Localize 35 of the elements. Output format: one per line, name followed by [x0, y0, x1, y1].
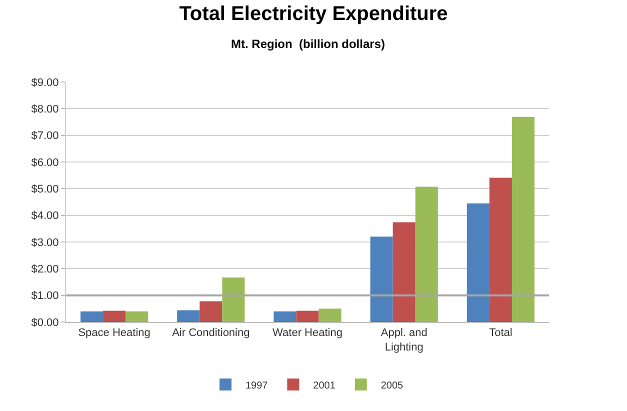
bar	[222, 277, 245, 322]
legend-label: 2005	[380, 380, 404, 392]
bar	[296, 310, 319, 322]
bar	[489, 178, 512, 322]
bar	[200, 301, 222, 322]
legend-label: 2001	[313, 380, 336, 392]
bar	[392, 222, 416, 322]
bar	[126, 311, 148, 322]
chart-subtitle: Mt. Region (billion dollars)	[231, 37, 385, 51]
y-tick-label: $5.00	[31, 184, 59, 196]
bar	[318, 308, 342, 322]
bar	[370, 236, 393, 322]
bar	[415, 186, 438, 322]
y-tick-label: $7.00	[31, 130, 59, 142]
bar	[103, 310, 126, 322]
y-tick-label: $1.00	[31, 290, 59, 302]
y-tick-label: $0.00	[31, 316, 59, 329]
bar	[466, 203, 490, 322]
y-tick-label: $9.00	[31, 76, 59, 89]
bar	[80, 311, 104, 322]
y-tick-label: $2.00	[31, 264, 59, 276]
x-tick-label: Appl. and Lighting	[380, 327, 428, 354]
y-tick-label: $4.00	[31, 210, 59, 222]
y-tick-label: $3.00	[31, 236, 59, 249]
bar	[274, 311, 296, 322]
x-tick-label: Space Heating	[78, 327, 150, 340]
chart-title: Total Electricity Expenditure	[179, 3, 448, 26]
bar	[177, 310, 200, 322]
legend-label: 1997	[246, 380, 268, 392]
y-tick-label: $6.00	[31, 156, 59, 169]
x-tick-label: Total	[489, 327, 512, 340]
y-tick-label: $8.00	[31, 104, 59, 116]
x-tick-label: Water Heating	[272, 327, 342, 340]
x-tick-label: Air Conditioning	[172, 327, 250, 340]
bar	[512, 116, 535, 322]
